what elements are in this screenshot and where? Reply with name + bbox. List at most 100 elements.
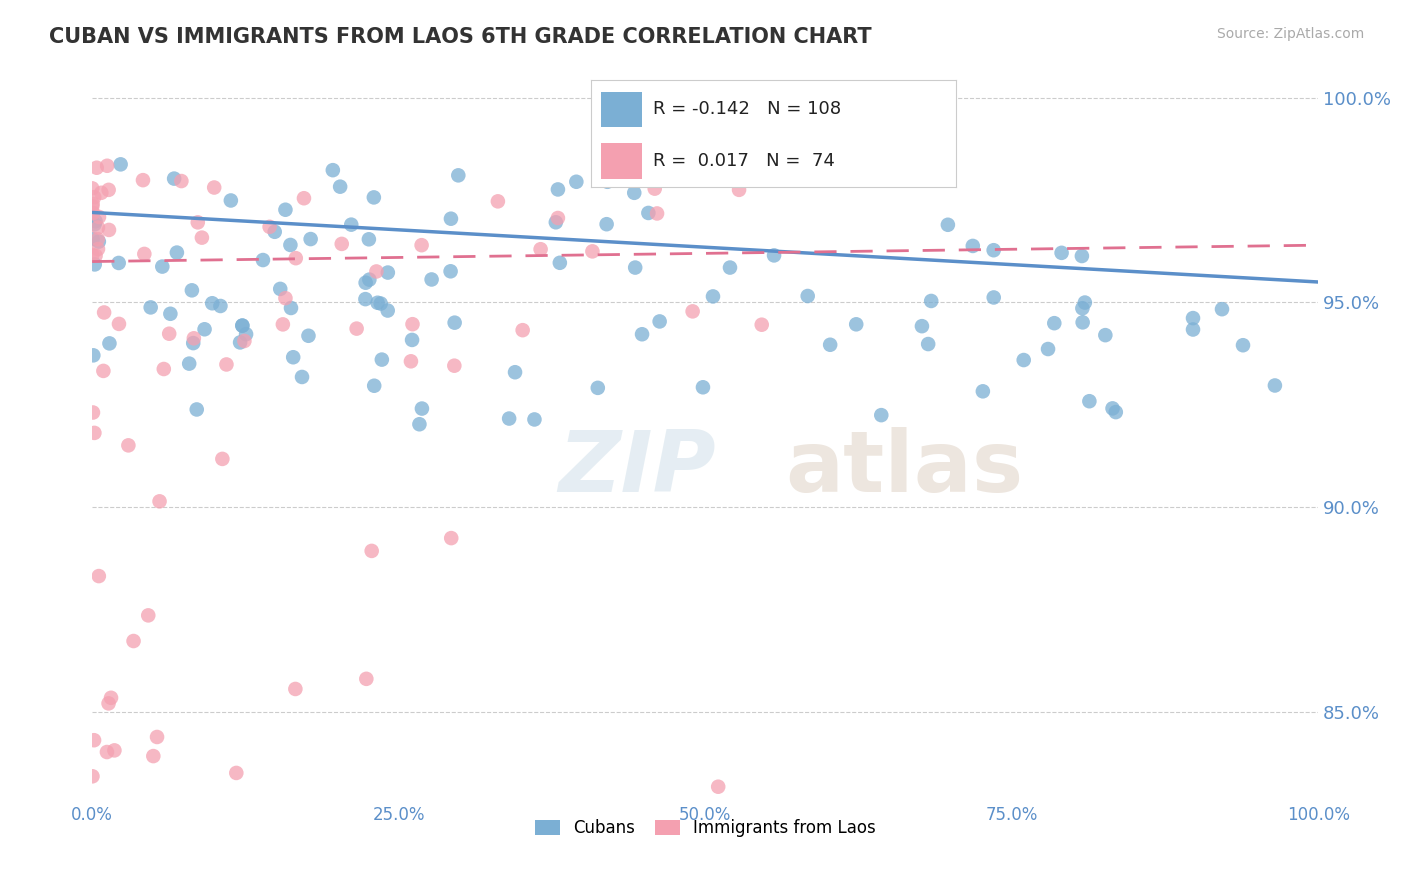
- Point: [1074, 295, 1097, 310]
- Point: [134, 247, 156, 261]
- Point: [87, 242, 110, 256]
- Point: [202, 180, 225, 194]
- Point: [547, 211, 569, 225]
- Point: [447, 169, 470, 183]
- Point: [139, 301, 162, 315]
- Point: [796, 289, 818, 303]
- Point: [98, 223, 121, 237]
- Point: [486, 194, 509, 209]
- Point: [377, 303, 399, 318]
- Point: [252, 253, 274, 268]
- Point: [148, 494, 170, 508]
- Point: [439, 264, 461, 278]
- Point: [166, 245, 188, 260]
- Point: [235, 327, 257, 342]
- Point: [96, 159, 118, 173]
- Point: [280, 301, 302, 315]
- Point: [631, 327, 654, 342]
- Point: [183, 331, 205, 345]
- Point: [1036, 342, 1059, 356]
- Point: [411, 401, 433, 416]
- Point: [523, 412, 546, 426]
- Point: [180, 283, 202, 297]
- Point: [229, 335, 252, 350]
- Point: [291, 370, 314, 384]
- Point: [201, 296, 224, 310]
- Point: [565, 175, 588, 189]
- Point: [142, 749, 165, 764]
- Point: [83, 217, 105, 231]
- Point: [363, 378, 385, 392]
- Point: [920, 293, 942, 308]
- Point: [209, 299, 232, 313]
- Point: [644, 181, 666, 195]
- Point: [86, 161, 108, 175]
- Point: [231, 318, 253, 333]
- Point: [512, 323, 534, 337]
- Point: [623, 186, 645, 200]
- Point: [440, 531, 463, 545]
- Point: [284, 251, 307, 265]
- Point: [377, 266, 399, 280]
- Point: [215, 358, 238, 372]
- Point: [818, 337, 841, 351]
- Point: [329, 179, 352, 194]
- Point: [93, 305, 115, 319]
- Point: [370, 296, 392, 310]
- Point: [150, 260, 173, 274]
- Point: [82, 248, 104, 262]
- Point: [82, 232, 104, 246]
- Point: [763, 248, 786, 262]
- Point: [179, 357, 201, 371]
- Point: [346, 321, 368, 335]
- Point: [87, 569, 110, 583]
- Text: R =  0.017   N =  74: R = 0.017 N = 74: [652, 152, 835, 169]
- Point: [911, 319, 934, 334]
- Point: [581, 244, 603, 259]
- Point: [595, 217, 617, 231]
- Point: [330, 236, 353, 251]
- Point: [440, 211, 463, 226]
- Point: [936, 218, 959, 232]
- Point: [1101, 401, 1123, 416]
- Point: [530, 242, 553, 256]
- Point: [322, 163, 344, 178]
- Point: [117, 438, 139, 452]
- Point: [1078, 394, 1101, 409]
- Point: [363, 190, 385, 204]
- Point: [443, 359, 465, 373]
- Point: [1182, 311, 1205, 326]
- Point: [233, 334, 256, 348]
- Point: [292, 191, 315, 205]
- Point: [702, 289, 724, 303]
- Point: [163, 171, 186, 186]
- Point: [87, 220, 110, 235]
- Point: [87, 235, 110, 249]
- Point: [443, 316, 465, 330]
- Text: atlas: atlas: [785, 427, 1024, 510]
- Point: [1050, 245, 1073, 260]
- Point: [84, 214, 107, 228]
- Point: [548, 256, 571, 270]
- Point: [1182, 322, 1205, 336]
- Point: [645, 206, 668, 220]
- Point: [1105, 405, 1128, 419]
- Point: [366, 264, 388, 278]
- Point: [157, 326, 180, 341]
- Point: [280, 238, 302, 252]
- Point: [181, 336, 204, 351]
- Point: [1232, 338, 1254, 352]
- Text: ZIP: ZIP: [558, 427, 716, 510]
- Point: [751, 318, 773, 332]
- Point: [98, 336, 121, 351]
- Point: [354, 276, 377, 290]
- Point: [1070, 249, 1092, 263]
- Point: [191, 230, 214, 244]
- Point: [90, 186, 112, 200]
- Point: [399, 354, 422, 368]
- Point: [211, 451, 233, 466]
- Point: [83, 733, 105, 747]
- Point: [624, 260, 647, 275]
- Point: [82, 199, 104, 213]
- Point: [136, 608, 159, 623]
